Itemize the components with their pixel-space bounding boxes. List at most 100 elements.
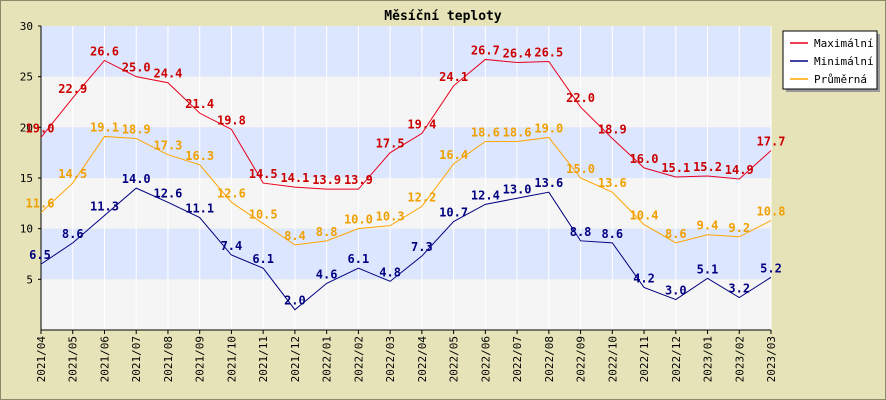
data-label: 24.1 (439, 70, 468, 84)
data-label: 8.6 (62, 227, 84, 241)
x-tick-label: 2023/02 (733, 336, 746, 382)
data-label: 15.2 (693, 160, 722, 174)
x-tick-label: 2021/10 (225, 336, 238, 382)
data-label: 18.9 (122, 122, 151, 136)
x-tick-label: 2022/06 (479, 336, 492, 382)
data-label: 17.3 (154, 139, 183, 153)
x-tick-label: 2022/01 (321, 336, 334, 382)
data-label: 26.5 (534, 45, 563, 59)
data-label: 8.8 (570, 225, 592, 239)
vertical-grid (40, 26, 772, 330)
x-tick-label: 2021/08 (162, 336, 175, 382)
data-label: 3.0 (665, 284, 687, 298)
legend-label: Průměrná (814, 73, 867, 86)
data-label: 5.2 (760, 261, 782, 275)
data-label: 26.4 (503, 46, 532, 60)
data-label: 18.9 (598, 122, 627, 136)
x-axis-ticks: 2021/04 2021/05 2021/06 2021/07 2021/08 2021/… (35, 330, 778, 382)
x-tick-label: 2021/11 (257, 336, 270, 382)
data-label: 10.7 (439, 206, 468, 220)
data-label: 8.8 (316, 225, 338, 239)
x-tick-label: 2021/04 (35, 336, 48, 383)
x-tick-label: 2023/01 (702, 336, 715, 382)
data-label: 13.0 (503, 182, 532, 196)
data-label: 11.3 (90, 199, 119, 213)
x-tick-label: 2022/12 (670, 336, 683, 382)
data-label: 25.0 (122, 61, 151, 75)
data-label: 12.6 (154, 186, 183, 200)
series-line (40, 58, 772, 190)
x-tick-label: 2021/06 (98, 336, 111, 382)
data-label: 14.5 (249, 167, 278, 181)
data-label: 11.6 (26, 196, 55, 210)
legend-label: Maximální (814, 37, 874, 50)
series-line (40, 187, 772, 311)
x-tick-label: 2021/09 (194, 336, 207, 382)
data-label: 6.1 (252, 252, 274, 266)
series-lines (40, 58, 772, 311)
x-tick-label: 2022/09 (575, 336, 588, 382)
data-label: 10.3 (376, 210, 405, 224)
y-axis-ticks: 5 10 15 20 25 30 (20, 20, 41, 286)
data-label: 19.4 (407, 117, 436, 131)
data-label: 10.8 (757, 205, 786, 219)
data-label: 14.9 (725, 163, 754, 177)
data-label: 24.4 (154, 67, 183, 81)
y-tick-label: 15 (20, 172, 33, 185)
legend-label: Minimální (814, 55, 874, 68)
data-label: 17.7 (757, 135, 786, 149)
plot-band (41, 76, 771, 128)
x-tick-label: 2022/07 (511, 336, 524, 382)
data-label: 9.4 (697, 219, 719, 233)
data-label: 14.1 (280, 171, 309, 185)
data-label: 13.9 (344, 173, 373, 187)
data-label: 6.5 (29, 248, 51, 262)
data-label: 16.0 (630, 152, 659, 166)
data-label: 4.6 (316, 267, 338, 281)
data-label: 5.1 (697, 262, 719, 276)
series-line (40, 135, 772, 246)
data-label: 8.6 (601, 227, 623, 241)
data-label: 8.4 (284, 229, 306, 243)
plot-band (41, 178, 771, 229)
data-label: 13.9 (312, 173, 341, 187)
data-label: 22.0 (566, 91, 595, 105)
data-label: 7.4 (221, 239, 243, 253)
plot-band (41, 279, 771, 330)
data-label: 6.1 (348, 252, 370, 266)
x-tick-label: 2022/04 (416, 336, 429, 383)
data-label: 7.3 (411, 240, 433, 254)
data-label: 14.5 (58, 167, 87, 181)
data-label: 18.6 (503, 126, 532, 140)
data-label: 15.0 (566, 162, 595, 176)
data-label: 19.0 (26, 121, 55, 135)
x-tick-label: 2022/02 (352, 336, 365, 382)
y-tick-label: 25 (20, 71, 33, 84)
data-label: 2.0 (284, 294, 306, 308)
data-label: 15.1 (661, 161, 690, 175)
y-tick-label: 10 (20, 223, 33, 236)
data-label: 26.7 (471, 43, 500, 57)
data-label: 16.4 (439, 148, 468, 162)
data-label: 10.0 (344, 213, 373, 227)
x-tick-label: 2022/05 (448, 336, 461, 382)
chart-title: Měsíční teploty (384, 9, 502, 24)
data-label: 21.4 (185, 97, 214, 111)
data-label: 10.5 (249, 208, 278, 222)
data-label: 9.2 (728, 221, 750, 235)
x-tick-label: 2022/03 (384, 336, 397, 382)
data-label: 17.5 (376, 137, 405, 151)
legend: Maximální Minimální Průměrná (782, 30, 880, 92)
data-label: 18.6 (471, 126, 500, 140)
data-label: 14.0 (122, 172, 151, 186)
plot-band (41, 26, 771, 77)
data-label: 3.2 (728, 282, 750, 296)
y-tick-label: 5 (26, 273, 33, 286)
y-tick-label: 20 (20, 121, 33, 134)
x-tick-label: 2021/12 (289, 336, 302, 382)
data-label: 4.2 (633, 271, 655, 285)
plot-band (41, 228, 771, 280)
data-label: 4.8 (379, 265, 401, 279)
